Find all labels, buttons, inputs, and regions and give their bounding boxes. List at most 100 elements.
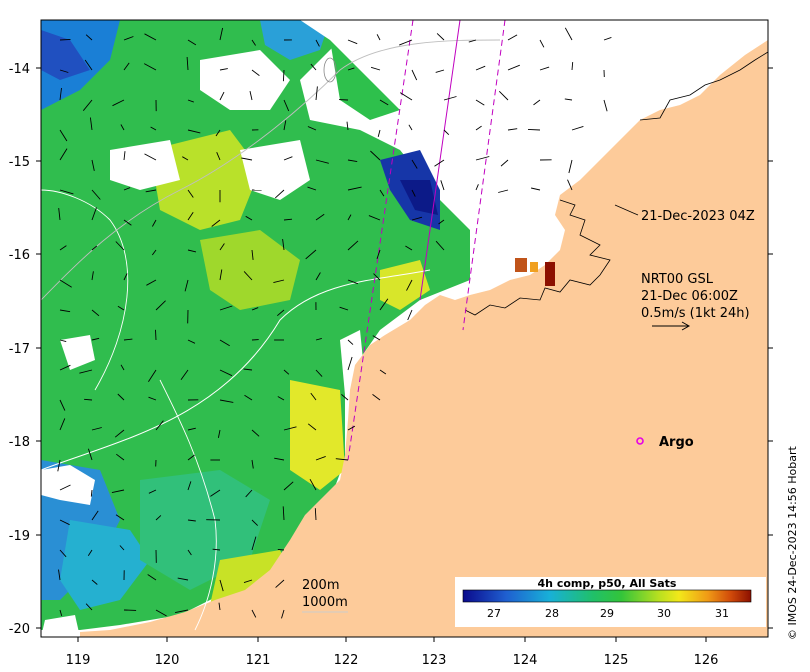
current-vector (411, 216, 423, 221)
current-vector (120, 124, 125, 131)
current-vector (180, 369, 189, 381)
y-tick-label: -17 (9, 342, 30, 357)
current-vector (186, 56, 189, 71)
current-vector (315, 213, 325, 221)
x-tick-label: 125 (604, 653, 629, 668)
y-tick-label: -16 (9, 248, 30, 263)
current-vector (370, 150, 381, 161)
current-vector (251, 459, 254, 469)
current-vector (347, 214, 352, 221)
current-vector (475, 156, 490, 161)
current-vector (405, 245, 413, 251)
current-vector (434, 159, 445, 167)
current-vector (273, 279, 285, 284)
current-vector (58, 569, 61, 581)
current-vector (59, 399, 66, 411)
current-vector (187, 454, 195, 461)
current-vector (84, 398, 93, 401)
current-vector (283, 156, 293, 161)
current-vector (243, 271, 253, 281)
y-axis: -14 -15 -16 -17 -18 -19 -20 (9, 62, 773, 637)
current-vector (215, 129, 221, 137)
current-vector (187, 189, 194, 198)
current-vector (347, 186, 362, 191)
current-vector (498, 90, 509, 101)
current-vector (309, 478, 317, 491)
current-vector (177, 577, 189, 581)
current-vector (407, 309, 413, 321)
current-vector (187, 339, 196, 344)
plot-frame (40, 19, 769, 638)
current-vector (411, 189, 416, 197)
current-vector (498, 189, 509, 193)
current-vector (57, 459, 61, 472)
isobath-200m-label: 200m (302, 578, 339, 593)
colorbar-tick: 27 (487, 607, 501, 620)
current-vectors (57, 27, 612, 619)
current-vector (315, 455, 326, 461)
y-tick-label: -20 (9, 622, 30, 637)
current-vector (147, 574, 157, 581)
current-vector (527, 128, 541, 131)
current-vector (283, 481, 294, 491)
current-vector (443, 96, 457, 101)
current-vector (212, 548, 221, 551)
current-vector (571, 62, 574, 71)
current-vector (347, 279, 359, 285)
current-vector (155, 300, 166, 311)
current-vector (150, 126, 157, 131)
current-vector (59, 87, 62, 101)
current-vector (275, 579, 285, 588)
current-vector (148, 369, 157, 382)
current-vector (347, 39, 358, 45)
current-vector (283, 426, 297, 431)
current-vector (408, 124, 413, 131)
current-vector (91, 245, 98, 251)
current-vector (91, 189, 101, 200)
current-vector (91, 309, 100, 317)
x-tick-label: 123 (422, 653, 447, 668)
current-vector (377, 129, 381, 138)
current-vector (346, 121, 349, 131)
current-vector (155, 329, 157, 341)
current-vector (307, 423, 317, 431)
current-vector (379, 189, 385, 197)
current-vector (219, 27, 224, 41)
current-vector (251, 536, 257, 551)
current-vector (251, 609, 257, 618)
current-vector (123, 219, 132, 226)
current-vector (116, 453, 125, 461)
current-vector (315, 86, 318, 101)
current-vector (379, 369, 387, 375)
current-vector (347, 339, 354, 345)
current-vector (315, 337, 322, 341)
pass-time-label: 21-Dec-2023 04Z (641, 209, 755, 224)
current-legend-time: 21-Dec 06:00Z (641, 289, 738, 304)
current-vector (571, 125, 584, 131)
current-vector (216, 152, 221, 161)
current-vector (245, 215, 253, 221)
current-vector (146, 279, 157, 286)
current-vector (347, 67, 355, 71)
current-vector (144, 33, 157, 41)
isobath-1000m-label: 1000m (302, 595, 348, 610)
current-vector (379, 298, 389, 311)
current-vector (182, 156, 189, 161)
current-vector (219, 68, 228, 71)
current-vector (91, 207, 97, 221)
current-vector (243, 368, 253, 371)
argo-float-marker (636, 437, 644, 445)
x-tick-label: 126 (694, 653, 719, 668)
current-vector (219, 269, 223, 281)
current-vector (187, 519, 196, 522)
current-vector (58, 208, 61, 221)
current-vector (283, 99, 290, 112)
current-vector (341, 394, 349, 401)
y-tick-label: -14 (9, 62, 30, 77)
current-vector (151, 249, 157, 256)
current-vector (91, 427, 102, 431)
current-vector (187, 99, 194, 103)
current-vector (187, 129, 201, 134)
current-vector (123, 338, 133, 341)
current-vector (59, 519, 70, 526)
